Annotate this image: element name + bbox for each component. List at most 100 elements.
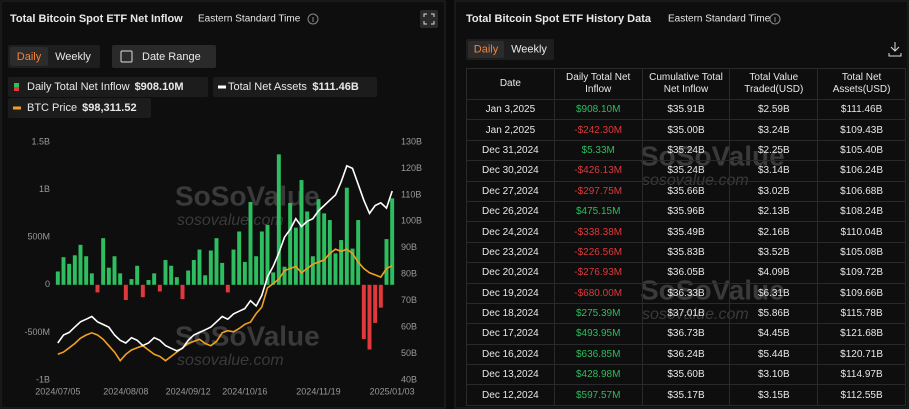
y-tick-label: 0 <box>45 279 50 289</box>
legend-swatch <box>14 83 19 87</box>
cell: $121.68B <box>817 323 906 345</box>
cell: $106.24B <box>817 160 906 182</box>
cell: Dec 18,2024 <box>466 302 555 325</box>
tab-active[interactable] <box>10 47 48 66</box>
cell: $114.97B <box>817 364 906 386</box>
cell: -$680.00M <box>553 282 643 304</box>
cell: Dec 12,2024 <box>466 384 555 406</box>
cell: $3.14B <box>729 160 819 182</box>
cell: $35.91B <box>641 98 731 121</box>
row: Dec 27,2024 -$297.75M $35.66B $3.02B $106.68… <box>466 180 906 202</box>
cell: $2.16B <box>729 221 819 243</box>
cell: $35.96B <box>641 200 731 223</box>
bar <box>197 249 202 285</box>
bar <box>78 244 83 285</box>
bar <box>214 238 219 285</box>
row: Dec 23,2024 -$226.56M $35.83B $3.52B $105.08… <box>466 241 906 264</box>
cell: $115.78B <box>817 302 906 325</box>
cell: $37.01B <box>641 302 731 325</box>
cell: $35.66B <box>641 180 731 202</box>
timezone: Eastern Standard Time <box>198 14 301 25</box>
right-title: Total Bitcoin Spot ETF History Data <box>466 13 652 25</box>
cell: $106.68B <box>817 180 906 202</box>
row: Dec 19,2024 -$680.00M $36.33B $6.31B $109.66… <box>466 282 906 304</box>
cell: $475.15M <box>553 200 643 223</box>
y2-tick-label: 50B <box>401 348 417 358</box>
download-icon[interactable] <box>888 42 902 57</box>
expand-button[interactable] <box>420 10 438 28</box>
cell: $36.73B <box>641 323 731 345</box>
cell: $275.39M <box>553 302 643 325</box>
tab[interactable]: Daily <box>17 51 42 63</box>
y-tick-label: -1B <box>36 374 50 384</box>
bar <box>231 249 236 285</box>
cell: $105.08B <box>817 241 906 264</box>
cell: $5.86B <box>729 302 819 325</box>
column-header: Cumulative Total Net Inflow <box>641 68 731 100</box>
cell: $35.60B <box>641 364 731 386</box>
bar <box>186 270 191 285</box>
bar <box>361 284 366 340</box>
bar <box>72 255 77 285</box>
row: Dec 26,2024 $475.15M $35.96B $2.13B $108.24B <box>466 200 906 223</box>
bar <box>288 202 293 285</box>
cell: $36.33B <box>641 282 731 304</box>
tab[interactable]: Weekly <box>55 51 91 63</box>
legend-value: $111.46B <box>312 81 359 93</box>
cell: $4.09B <box>729 262 819 284</box>
bar <box>390 198 395 285</box>
bar <box>265 224 270 285</box>
row: Jan 2,2025 -$242.30M $35.00B $3.24B $109.43B <box>466 119 906 141</box>
cell: $36.05B <box>641 262 731 284</box>
info-icon[interactable] <box>769 13 781 25</box>
bar <box>146 280 151 285</box>
bar <box>378 284 383 308</box>
y2-tick-label: 110B <box>401 189 421 199</box>
cell: $6.31B <box>729 282 819 304</box>
bar <box>310 256 315 285</box>
cell: $109.66B <box>817 282 906 304</box>
timezone: Eastern Standard Time <box>668 14 771 25</box>
cell: $3.52B <box>729 241 819 264</box>
line <box>57 164 393 352</box>
tab[interactable]: Daily <box>474 43 499 55</box>
x-tick-label: 2024/09/12 <box>166 386 211 396</box>
bar <box>157 284 162 292</box>
x-tick-label: 2024/10/16 <box>222 386 267 396</box>
cell: $108.24B <box>817 200 906 223</box>
bar <box>135 265 140 285</box>
bar <box>242 261 247 285</box>
bar <box>282 266 287 285</box>
row: Dec 12,2024 $597.57M $35.17B $3.15B $112.55B <box>466 384 906 406</box>
bar <box>271 272 276 285</box>
cell: $105.40B <box>817 139 906 162</box>
x-tick-label: 2024/11/19 <box>296 386 340 396</box>
bar <box>316 199 321 285</box>
cell: $109.72B <box>817 262 906 284</box>
row: Dec 18,2024 $275.39M $37.01B $5.86B $115.78B <box>466 302 906 325</box>
cell: $493.95M <box>553 323 643 345</box>
cell: $597.57M <box>553 384 643 406</box>
row: Dec 17,2024 $493.95M $36.73B $4.45B $121.68B <box>466 323 906 345</box>
legend-item <box>8 98 151 118</box>
bar <box>339 240 344 285</box>
legend-swatch <box>14 87 19 91</box>
info-icon[interactable] <box>307 13 319 25</box>
column-header: Total Net Assets(USD) <box>817 68 906 100</box>
cell: $428.98M <box>553 364 643 386</box>
cell: $112.55B <box>817 384 906 406</box>
header-row: Date Daily Total Net Inflow Cumulative Tot… <box>466 68 906 100</box>
y-tick-label: -500M <box>24 327 50 337</box>
cell: -$276.93M <box>553 262 643 284</box>
tab[interactable]: Weekly <box>511 43 547 55</box>
bar <box>191 260 196 285</box>
cell: $908.10M <box>553 98 643 121</box>
bar <box>101 238 106 285</box>
watermark: sosovalue.com <box>177 212 284 229</box>
cell: $2.59B <box>729 98 819 121</box>
cell: $35.17B <box>641 384 731 406</box>
date-range-button[interactable] <box>112 45 216 68</box>
cell: $3.24B <box>729 119 819 141</box>
tab-active[interactable] <box>468 41 504 58</box>
